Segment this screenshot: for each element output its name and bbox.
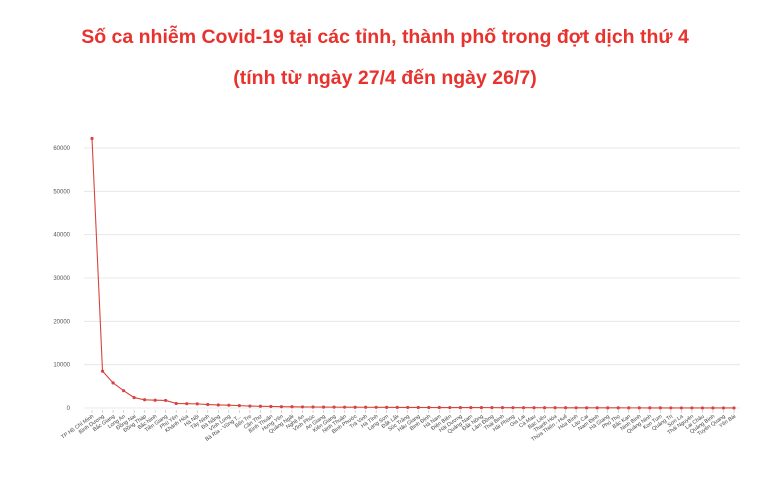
data-point — [574, 406, 578, 410]
y-tick-label: 30000 — [53, 276, 70, 282]
y-tick-label: 0 — [67, 406, 71, 412]
data-point — [521, 406, 526, 410]
data-point — [711, 406, 715, 410]
y-tick-label: 40000 — [53, 233, 70, 239]
data-point — [732, 406, 736, 410]
data-point — [174, 401, 178, 406]
data-point — [269, 404, 273, 409]
data-point — [721, 406, 726, 410]
data-point — [479, 406, 484, 410]
data-point — [542, 406, 547, 410]
chart-subtitle: (tính từ ngày 27/4 đến ngày 26/7) — [233, 67, 537, 89]
data-point — [227, 403, 231, 407]
data-point — [153, 398, 157, 402]
series-cases — [90, 136, 736, 410]
data-point — [290, 405, 294, 409]
y-tick-label: 20000 — [53, 319, 70, 325]
data-point — [342, 405, 347, 409]
y-tick-label: 10000 — [53, 363, 70, 369]
data-point — [437, 405, 441, 410]
data-point — [374, 405, 378, 409]
data-point — [90, 136, 94, 141]
data-point — [637, 406, 641, 410]
data-point — [385, 405, 389, 409]
data-point — [321, 405, 326, 409]
chart-title: Số ca nhiễm Covid-19 tại các tỉnh, thành… — [81, 26, 689, 48]
data-point — [553, 406, 557, 410]
data-point — [669, 406, 673, 410]
data-point — [700, 406, 705, 410]
data-point — [585, 406, 589, 410]
series-line — [91, 138, 735, 409]
data-point — [132, 396, 136, 400]
data-point — [311, 405, 315, 409]
y-tick-label: 60000 — [53, 146, 70, 152]
data-point — [206, 402, 210, 407]
data-point — [395, 405, 399, 409]
data-point — [532, 406, 536, 410]
data-point — [616, 406, 620, 410]
data-point — [679, 406, 683, 410]
data-point — [595, 406, 599, 410]
data-point — [427, 405, 431, 410]
grid — [84, 147, 740, 409]
data-point — [143, 398, 147, 402]
data-point — [490, 406, 494, 410]
data-point — [606, 406, 610, 410]
data-point — [690, 406, 694, 410]
data-point — [300, 405, 305, 409]
data-point — [416, 405, 420, 410]
y-tick-label: 50000 — [53, 189, 70, 195]
data-point — [627, 406, 631, 410]
data-point — [469, 405, 473, 410]
data-point — [100, 369, 105, 373]
data-point — [406, 405, 410, 410]
data-point — [216, 403, 220, 407]
data-point — [237, 404, 241, 408]
data-point — [111, 381, 115, 385]
data-point — [511, 406, 515, 410]
data-point — [258, 404, 262, 408]
data-point — [332, 405, 336, 409]
data-point — [353, 405, 357, 409]
data-point — [648, 406, 652, 410]
y-axis: 0 10000 20000 30000 40000 50000 60000 — [53, 146, 70, 412]
data-point — [364, 405, 368, 409]
data-point — [448, 405, 452, 410]
data-point — [248, 404, 252, 408]
data-point — [195, 402, 199, 406]
data-point — [500, 406, 505, 410]
data-point — [458, 405, 462, 410]
data-point — [564, 406, 568, 410]
data-point — [279, 405, 284, 409]
data-point — [121, 389, 126, 393]
data-point — [185, 402, 189, 406]
data-point — [164, 398, 168, 403]
data-point — [658, 406, 662, 410]
